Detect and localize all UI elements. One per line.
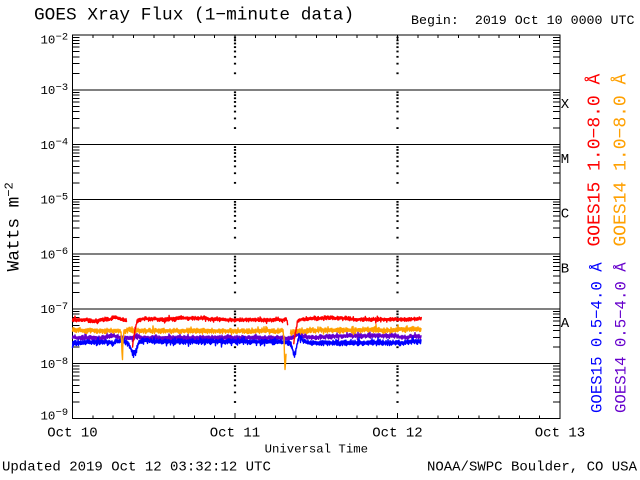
svg-text:−3: −3 (56, 82, 68, 94)
svg-text:10: 10 (41, 139, 56, 153)
svg-text:X: X (561, 97, 570, 113)
svg-text:−6: −6 (56, 246, 68, 258)
svg-text:Universal Time: Universal Time (265, 442, 368, 456)
svg-text:Watts m−2: Watts m−2 (3, 182, 25, 271)
svg-text:−8: −8 (56, 356, 68, 368)
svg-text:−4: −4 (56, 137, 68, 149)
svg-text:−2: −2 (56, 32, 68, 44)
svg-text:−7: −7 (56, 301, 68, 313)
svg-text:C: C (561, 207, 569, 223)
svg-text:M: M (561, 152, 569, 168)
svg-text:Updated 2019 Oct 12 03:32:12 U: Updated 2019 Oct 12 03:32:12 UTC (2, 460, 271, 476)
svg-text:GOES15 1.0−8.0 Å: GOES15 1.0−8.0 Å (585, 73, 606, 246)
svg-text:GOES Xray Flux (1−minute data): GOES Xray Flux (1−minute data) (34, 6, 354, 26)
svg-text:10: 10 (41, 358, 56, 372)
svg-text:10: 10 (41, 34, 56, 48)
svg-text:Oct 13: Oct 13 (535, 426, 585, 442)
svg-text:Oct 12: Oct 12 (372, 426, 422, 442)
svg-text:10: 10 (41, 248, 56, 262)
svg-text:−5: −5 (56, 192, 68, 204)
svg-text:GOES15 0.5−4.0 Å: GOES15 0.5−4.0 Å (589, 262, 607, 413)
svg-text:Oct 11: Oct 11 (210, 426, 260, 442)
svg-text:10: 10 (41, 303, 56, 317)
svg-text:10: 10 (41, 409, 56, 423)
svg-text:Begin: 2019 Oct 10 0000 UTC: Begin: 2019 Oct 10 0000 UTC (411, 13, 634, 28)
svg-text:10: 10 (41, 194, 56, 208)
svg-text:GOES14 0.5−4.0 Å: GOES14 0.5−4.0 Å (613, 262, 631, 413)
svg-text:−9: −9 (56, 407, 68, 419)
svg-text:GOES14 1.0−8.0 Å: GOES14 1.0−8.0 Å (611, 73, 632, 246)
svg-text:B: B (561, 261, 569, 277)
svg-text:Oct 10: Oct 10 (47, 426, 97, 442)
svg-text:NOAA/SWPC Boulder, CO USA: NOAA/SWPC Boulder, CO USA (427, 460, 638, 476)
svg-text:A: A (561, 316, 570, 332)
svg-text:10: 10 (41, 84, 56, 98)
